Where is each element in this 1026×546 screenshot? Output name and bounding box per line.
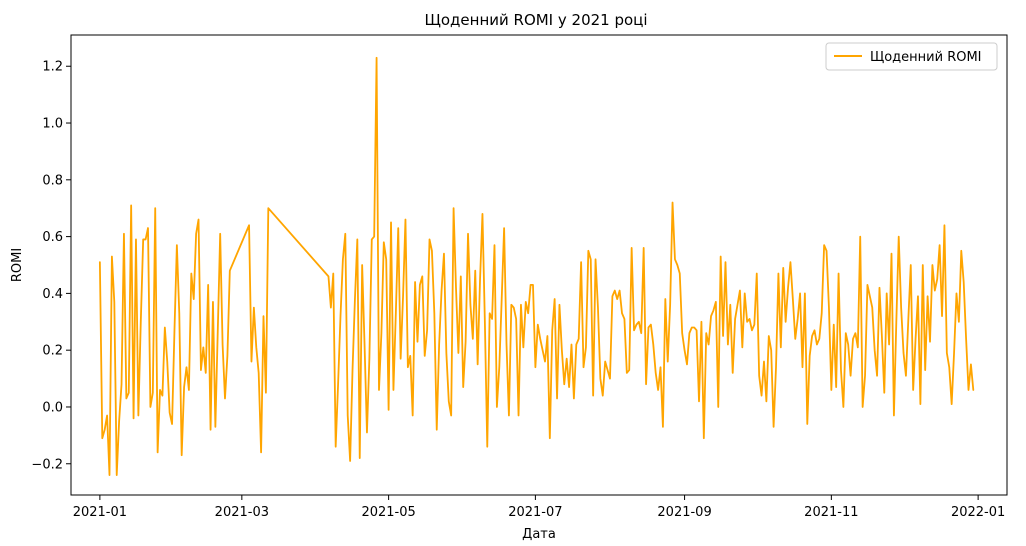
x-axis-label: Дата [522,527,556,542]
x-tick-label: 2021-07 [508,505,562,520]
y-axis-label: ROMI [10,248,25,282]
legend-box [825,42,998,71]
y-tick-label: 0.2 [42,344,63,359]
y-tick-label: −0.2 [31,457,63,472]
series-line-romi [98,56,975,477]
y-tick-label: 1.0 [42,117,63,132]
x-tick-label: 2022-01 [951,505,1005,520]
plot-frame [70,34,1008,496]
y-tick-label: 1.2 [42,60,63,75]
legend: Щоденний ROMI [825,42,998,71]
y-tick-label: 0.6 [42,230,63,245]
x-tick-label: 2021-05 [361,505,415,520]
series-layer [98,56,975,477]
chart-title: Щоденний ROMI у 2021 році [424,11,647,29]
x-tick-label: 2021-11 [804,505,858,520]
x-tick-label: 2021-01 [73,505,127,520]
x-tick-label: 2021-09 [657,505,711,520]
y-tick-label: 0.8 [42,173,63,188]
x-tick-label: 2021-03 [215,505,269,520]
y-tick-label: 0.0 [42,400,63,415]
y-axis-ticks: −0.2 0.0 0.2 0.4 0.6 0.8 1.0 1.2 [31,60,71,472]
legend-label: Щоденний ROMI [870,50,982,65]
y-tick-label: 0.4 [42,287,63,302]
x-axis-ticks: 2021-01 2021-03 2021-05 2021-07 2021-09 2021-… [73,495,1005,520]
